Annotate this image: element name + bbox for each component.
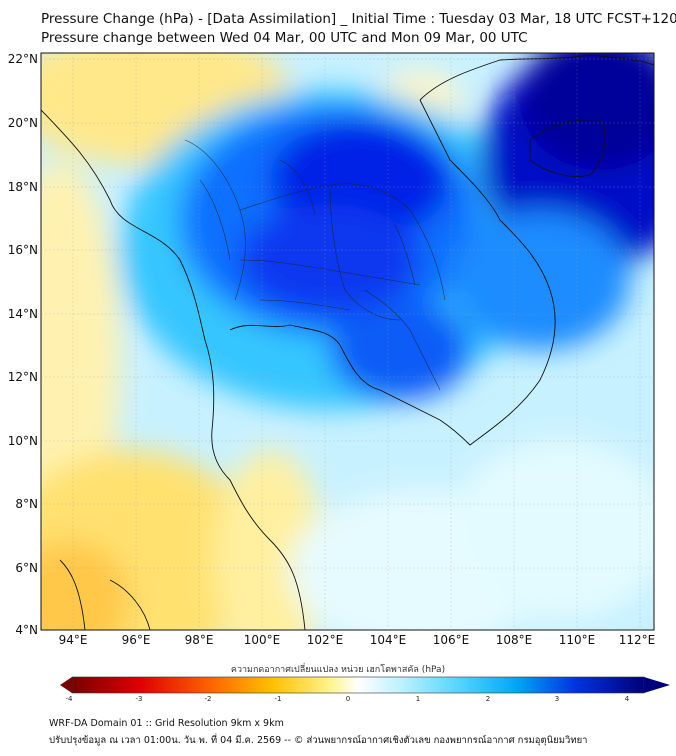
lon-axis: 94°E 96°E 98°E 100°E 102°E 104°E 106°E 1… (59, 633, 656, 647)
map-frame (40, 52, 655, 631)
colorbar-tick: -1 (275, 695, 282, 703)
colorbar-left-arrow (60, 677, 72, 693)
colorbar: -4 -3 -2 -1 0 1 2 3 4 (60, 676, 670, 703)
lon-label: 94°E (59, 633, 88, 647)
lat-label: 14°N (8, 307, 38, 321)
lon-label: 98°E (185, 633, 214, 647)
lat-axis: 22°N 20°N 18°N 16°N 14°N 12°N 10°N 8°N 6… (8, 52, 38, 637)
lat-label: 22°N (8, 52, 38, 66)
colorbar-tick: 4 (625, 695, 630, 703)
pressure-field (41, 53, 654, 630)
lon-label: 106°E (433, 633, 470, 647)
lat-label: 8°N (15, 497, 38, 511)
colorbar-tick: -2 (205, 695, 212, 703)
lon-label: 104°E (370, 633, 407, 647)
footer-model-info: WRF-DA Domain 01 :: Grid Resolution 9km … (49, 718, 284, 729)
lon-label: 102°E (307, 633, 344, 647)
lon-label: 108°E (496, 633, 533, 647)
lon-label: 100°E (244, 633, 281, 647)
colorbar-right-arrow (644, 677, 670, 693)
lon-label: 112°E (619, 633, 656, 647)
footer-credit: ปรับปรุงข้อมูล ณ เวลา 01:00น. วัน พ. ที่… (49, 735, 588, 746)
chart-title: Pressure Change (hPa) - [Data Assimilati… (41, 11, 676, 27)
lat-label: 6°N (15, 561, 38, 575)
lon-label: 96°E (122, 633, 151, 647)
colorbar-tick: 1 (416, 695, 420, 703)
lon-label: 110°E (559, 633, 596, 647)
lat-label: 4°N (15, 623, 38, 637)
graticule (41, 53, 654, 630)
lat-label: 16°N (8, 243, 38, 257)
admin-borders (184, 139, 446, 391)
colorbar-tick: -3 (136, 695, 143, 703)
colorbar-label: ความกดอากาศเปลี่ยนแปลง หน่วย เฮกโตพาสคัล… (230, 665, 446, 675)
colorbar-bar (71, 676, 645, 694)
lat-label: 18°N (8, 180, 38, 194)
colorbar-tick: -4 (66, 695, 74, 703)
chart-subtitle: Pressure change between Wed 04 Mar, 00 U… (41, 30, 528, 46)
lat-label: 10°N (8, 434, 38, 448)
coastlines (41, 54, 654, 630)
lat-label: 20°N (8, 116, 38, 130)
colorbar-tick: 2 (486, 695, 490, 703)
colorbar-tick: 0 (346, 695, 350, 703)
lat-label: 12°N (8, 370, 38, 384)
colorbar-tick: 3 (555, 695, 559, 703)
